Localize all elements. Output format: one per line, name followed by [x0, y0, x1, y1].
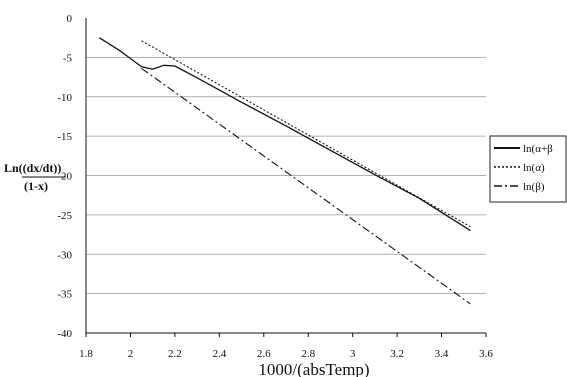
legend: ln(α+β ln(α) ln(β): [489, 135, 567, 203]
x-tick-label: 3.6: [479, 348, 493, 360]
y-tick-label: -5: [63, 52, 73, 64]
series-lines: [98, 37, 471, 305]
series-line-1: [98, 37, 471, 232]
x-tick-label: 2.6: [257, 348, 271, 360]
x-tick-label: 2: [128, 348, 134, 360]
y-tick-label: -35: [57, 289, 72, 301]
x-tick-label: 3.4: [435, 348, 449, 360]
legend-label-3: ln(β): [523, 181, 545, 193]
series-line-2: [141, 40, 471, 228]
y-axis-label-line1: Ln((dx/dt)): [4, 161, 61, 175]
y-tick-label: -10: [57, 92, 72, 104]
y-tick-label: -15: [57, 131, 72, 143]
legend-label-1: ln(α+β: [523, 143, 553, 155]
y-tick-label: 0: [67, 13, 73, 25]
x-tick-label: 3.2: [390, 348, 404, 360]
y-tick-label: -30: [57, 249, 72, 261]
x-tick-label: 2.4: [212, 348, 226, 360]
x-tick-label: 3: [350, 348, 356, 360]
y-tick-label: -25: [57, 210, 72, 222]
legend-label-2: ln(α): [523, 162, 545, 174]
series-line-3: [141, 67, 471, 305]
axes: [85, 18, 487, 337]
y-tick-label: -40: [57, 328, 72, 340]
x-tick-label: 2.2: [168, 348, 182, 360]
x-tick-label: 2.8: [301, 348, 315, 360]
y-axis-label-line2: (1-x): [24, 179, 48, 193]
grid-lines: [86, 56, 486, 295]
x-tick-labels: 1.8 2 2.2 2.4 2.6 2.8 3 3.2 3.4 3.6: [79, 348, 493, 360]
x-tick-label: 1.8: [79, 348, 93, 360]
x-axis-label: 1000/(absTemp): [258, 360, 369, 377]
